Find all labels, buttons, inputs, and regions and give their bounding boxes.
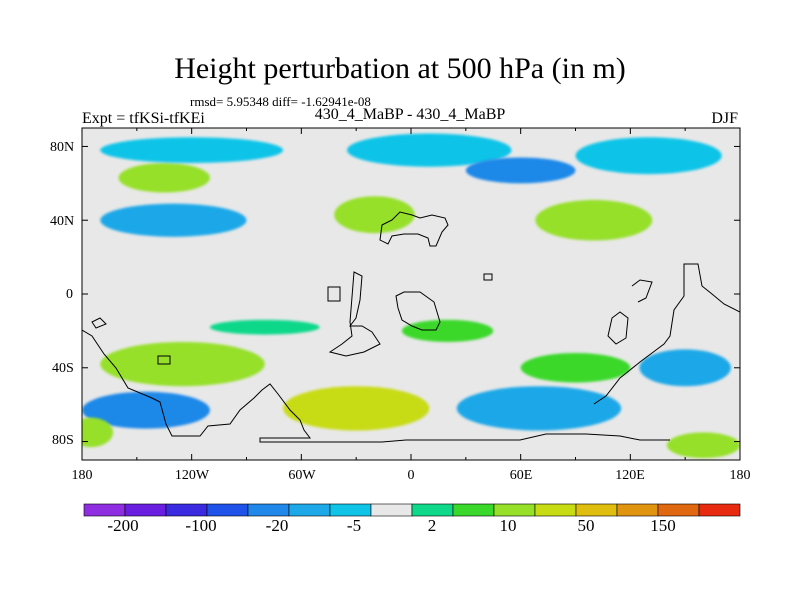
colorbar-label-50: 50: [577, 516, 595, 535]
contour-fields: [82, 133, 740, 459]
neg-band-north-pacific: [100, 203, 247, 237]
colorbar-label-m200: -200: [107, 516, 139, 535]
colorbar-label-m100: -100: [185, 516, 217, 535]
colorbar-label-m20: -20: [265, 516, 289, 535]
colorbar-swatch: [83, 503, 126, 517]
xlabel-180-west: 180: [71, 468, 93, 483]
colorbar-label-150: 150: [650, 516, 676, 535]
colorbar-swatch: [534, 503, 577, 517]
colorbar-label-2: 2: [427, 516, 437, 535]
xlabel-120E: 120E: [615, 468, 645, 483]
colorbar-swatch: [329, 503, 372, 517]
colorbar-swatch: [411, 503, 454, 517]
colorbar-swatch: [575, 503, 618, 517]
stats-text: rmsd= 5.95348 diff= -1.62941e-08: [190, 94, 371, 109]
pos-southern-pacific: [100, 341, 265, 387]
coast-pacific-fragment: [91, 317, 107, 329]
experiment-label: Expt = tfKSi-tfKEi: [82, 110, 205, 127]
coast-africa: [395, 291, 441, 331]
xlabel-60W: 60W: [288, 468, 316, 483]
colorbar-swatch: [616, 503, 659, 517]
colorbar-swatch: [165, 503, 208, 517]
neg-southern-ocean-east: [456, 386, 622, 431]
pos-asia: [535, 199, 653, 241]
experiment-pair-label: 430_4_MaBP - 430_4_MaBP: [314, 106, 506, 123]
pos-indian-ocean: [520, 353, 631, 383]
xlabel-120W: 120W: [174, 468, 210, 483]
season-label: DJF: [711, 110, 738, 127]
coast-asia-fragment: [607, 311, 629, 345]
coast-greenland: [379, 211, 449, 247]
pos-southern-ocean-central: [283, 386, 430, 431]
pos-band-north-pacific: [118, 163, 210, 193]
neg-arctic-east: [575, 137, 722, 175]
colorbar-swatch: [370, 503, 413, 517]
xlabel-180-east: 180: [729, 468, 751, 483]
colorbar-swatch: [124, 503, 167, 517]
coast-south-america: [328, 271, 381, 357]
colorbar-label-m5: -5: [346, 516, 362, 535]
colorbar-swatch: [206, 503, 249, 517]
coast-box-small: [483, 273, 493, 281]
ylabel-80S: 80S: [52, 433, 74, 448]
pos-antarctic-edge: [82, 417, 114, 448]
neg-north-pole-east: [465, 157, 576, 184]
colorbar-label-10: 10: [499, 516, 517, 535]
axis-ticks: [81, 128, 741, 460]
neg-southern-ocean-west: [82, 391, 210, 429]
ylabel-40N: 40N: [50, 214, 75, 229]
pos-south-atlantic: [401, 319, 494, 342]
colorbar-swatch: [698, 503, 741, 517]
colorbar-swatch: [288, 503, 331, 517]
neg-north-pole-central: [347, 133, 512, 167]
coast-island: [327, 286, 341, 302]
neg-north-pole-west: [100, 137, 284, 164]
colorbar-swatch: [493, 503, 536, 517]
xlabel-0: 0: [407, 468, 415, 483]
coast-box-small2: [157, 355, 171, 365]
colorbar-swatch: [452, 503, 495, 517]
coast-antarctic-edge: [631, 279, 653, 303]
ylabel-80N: 80N: [50, 140, 75, 155]
ylabel-40S: 40S: [52, 361, 74, 376]
pos-antarctic-east: [666, 432, 740, 459]
colorbar: [83, 503, 741, 517]
colorbar-swatch: [657, 503, 700, 517]
coast-southern-ocean: [82, 329, 670, 443]
coast-australia: [593, 263, 740, 405]
coastline-outlines: [82, 211, 740, 443]
pos-atlantic-tropics: [209, 319, 320, 335]
colorbar-swatch: [247, 503, 290, 517]
pos-north-america: [334, 196, 415, 234]
ylabel-0: 0: [66, 287, 73, 302]
xlabel-60E: 60E: [509, 468, 533, 483]
map-title: Height perturbation at 500 hPa (in m): [174, 52, 626, 85]
neg-australia-east: [639, 349, 731, 387]
